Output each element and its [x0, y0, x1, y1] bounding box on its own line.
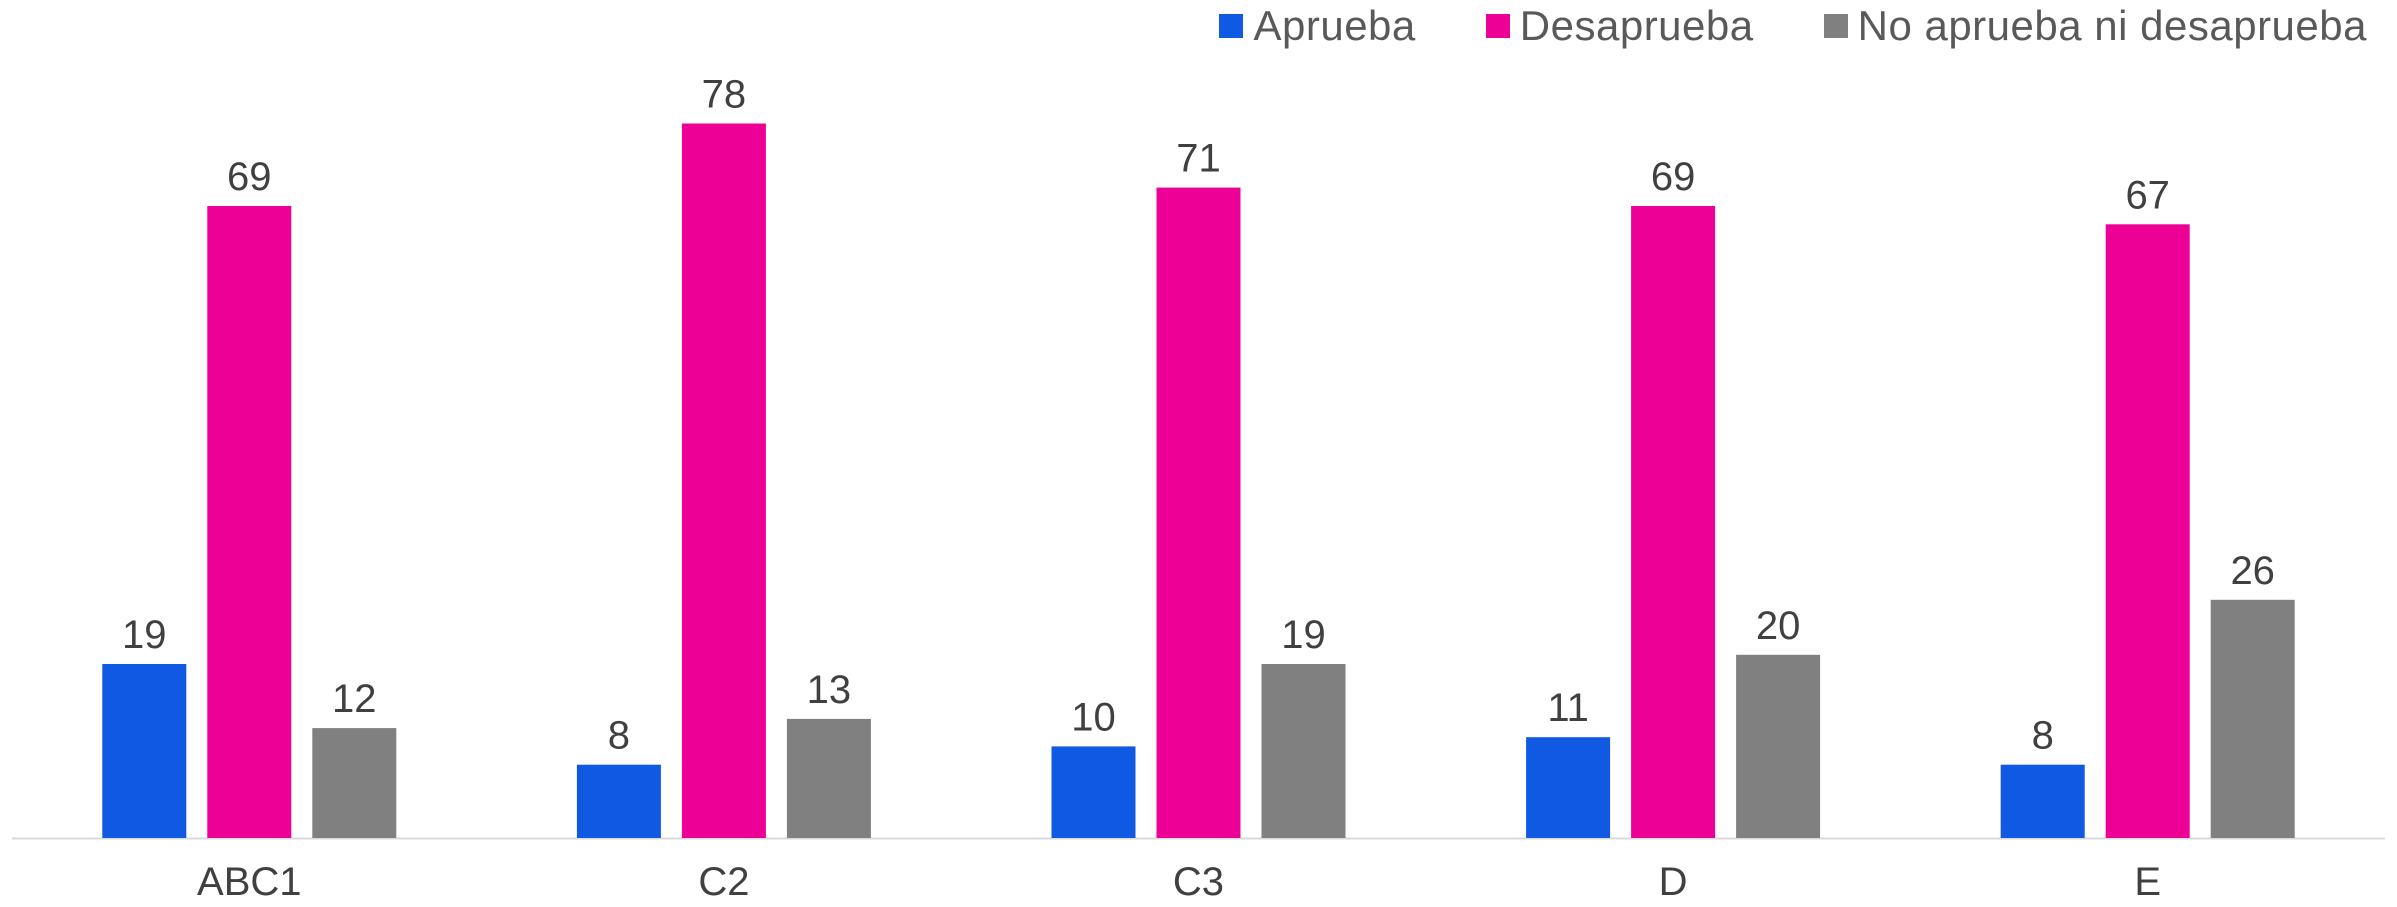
category-label-E: E — [2134, 860, 2161, 904]
bar-C3-series-2 — [1261, 664, 1346, 838]
legend: Aprueba Desaprueba No aprueba ni desaprueb… — [1219, 2, 2367, 50]
bar-E-series-1 — [2105, 224, 2190, 839]
legend-label-0: Aprueba — [1253, 2, 1416, 49]
data-label-E-series-1: 67 — [2125, 173, 2170, 217]
data-label-C3-series-0: 10 — [1071, 695, 1116, 739]
data-label-D-series-0: 11 — [1547, 686, 1589, 730]
legend-item-1: Desaprueba — [1485, 2, 1754, 50]
legend-swatch-1 — [1485, 14, 1510, 38]
data-label-C3-series-1: 71 — [1176, 137, 1221, 181]
bar-D-series-2 — [1736, 654, 1821, 838]
category-label-ABC1: ABC1 — [197, 860, 302, 904]
data-label-C2-series-0: 8 — [608, 714, 630, 758]
data-label-C2-series-2: 13 — [807, 668, 852, 712]
bar-ABC1-series-1 — [207, 206, 292, 838]
bar-C3-series-1 — [1156, 187, 1241, 839]
bar-D-series-1 — [1631, 206, 1716, 838]
data-label-E-series-0: 8 — [2032, 714, 2054, 758]
data-label-ABC1-series-1: 69 — [227, 155, 272, 199]
data-label-D-series-2: 20 — [1756, 604, 1801, 648]
data-label-D-series-1: 69 — [1651, 155, 1696, 199]
data-label-E-series-2: 26 — [2230, 549, 2275, 593]
bar-C2-series-2 — [786, 718, 871, 838]
data-label-ABC1-series-0: 19 — [122, 613, 167, 657]
data-label-ABC1-series-2: 12 — [332, 677, 377, 721]
bar-D-series-0 — [1526, 737, 1611, 838]
legend-item-0: Aprueba — [1219, 2, 1415, 50]
legend-swatch-2 — [1823, 14, 1848, 38]
legend-label-1: Desaprueba — [1519, 2, 1754, 49]
bar-E-series-0 — [2000, 764, 2085, 838]
data-label-C2-series-1: 78 — [702, 73, 747, 117]
category-label-D: D — [1659, 860, 1688, 904]
data-label-C3-series-2: 19 — [1281, 613, 1326, 657]
category-label-C3: C3 — [1173, 860, 1224, 904]
bar-E-series-2 — [2210, 599, 2295, 838]
category-label-C2: C2 — [698, 860, 749, 904]
legend-item-2: No aprueba ni desaprueba — [1823, 2, 2367, 50]
bar-C2-series-0 — [576, 764, 661, 838]
legend-swatch-0 — [1219, 14, 1244, 38]
bar-C2-series-1 — [681, 123, 766, 838]
bar-ABC1-series-0 — [102, 664, 187, 838]
bar-ABC1-series-2 — [312, 728, 397, 838]
bar-C3-series-0 — [1051, 746, 1136, 838]
legend-label-2: No aprueba ni desaprueba — [1857, 2, 2367, 49]
